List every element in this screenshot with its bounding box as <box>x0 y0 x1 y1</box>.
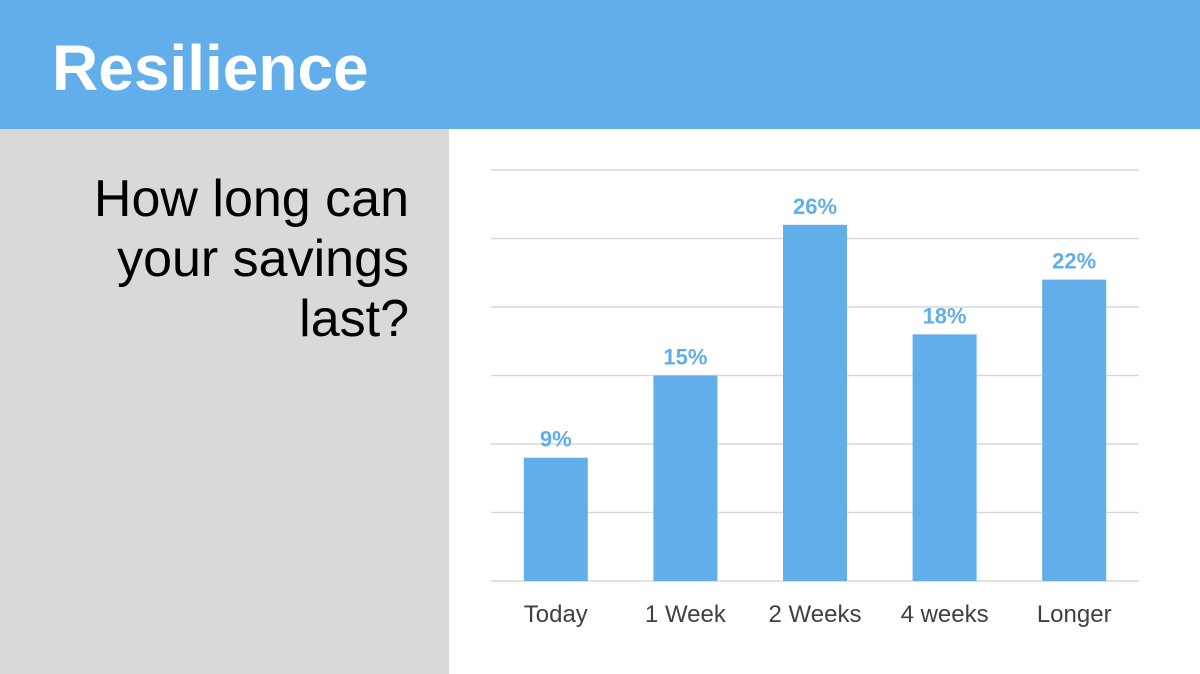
question-text: How long can your savings last? <box>93 170 409 348</box>
category-labels: Today 1 Week 2 Weeks 4 weeks Longer <box>524 601 1112 628</box>
bar <box>912 334 977 581</box>
slide-title: Resilience <box>52 32 369 104</box>
bar-value-label: 9% <box>540 427 572 452</box>
header-band: Resilience <box>0 0 1200 129</box>
side-panel: How long can your savings last? <box>0 129 449 674</box>
category-label: Today <box>524 601 588 628</box>
bar <box>783 224 847 582</box>
bar-value-label: 18% <box>923 303 967 328</box>
bar <box>523 457 588 581</box>
category-label: 1 Week <box>645 601 727 628</box>
chart-area: 9% 15% 26% 18% 22% Today 1 Week 2 Weeks 4 weeks… <box>449 129 1200 674</box>
bar <box>1042 279 1107 581</box>
category-label: 2 Weeks <box>769 601 862 628</box>
bar-value-label: 26% <box>793 194 837 219</box>
bar <box>653 375 718 581</box>
bar-chart: 9% 15% 26% 18% 22% Today 1 Week 2 Weeks 4 weeks… <box>491 169 1139 628</box>
bars <box>523 224 1107 582</box>
data-labels: 9% 15% 26% 18% 22% <box>540 194 1096 452</box>
bar-value-label: 15% <box>663 345 707 370</box>
category-label: 4 weeks <box>901 601 989 628</box>
category-label: Longer <box>1037 601 1112 628</box>
bar-value-label: 22% <box>1052 249 1096 274</box>
